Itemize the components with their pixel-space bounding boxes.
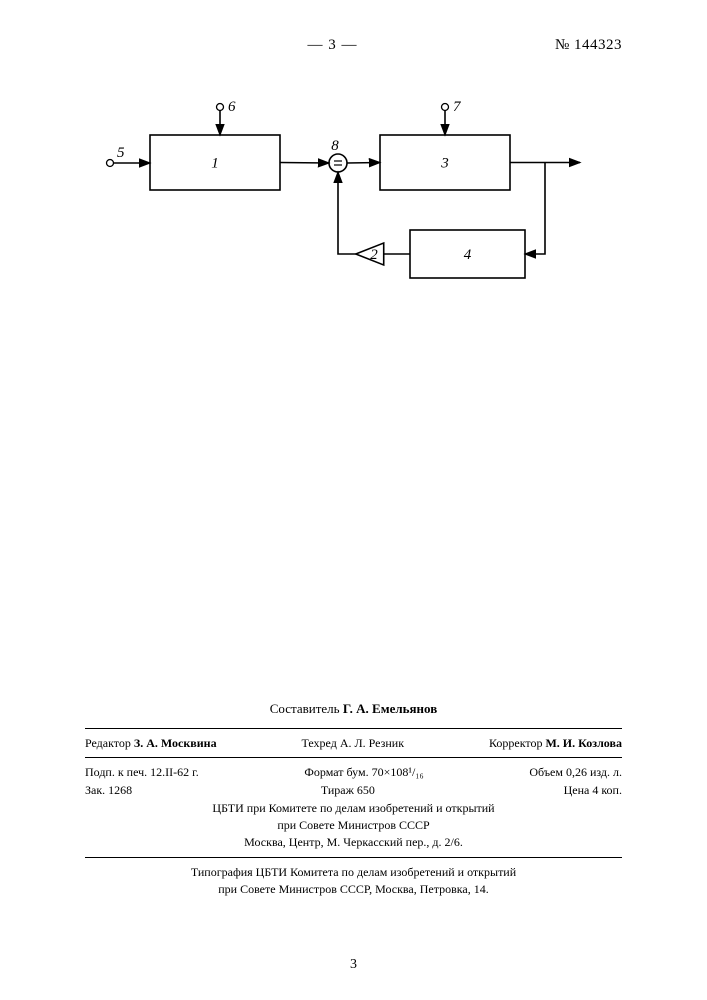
rule-1 [85, 728, 622, 729]
org-line-1: ЦБТИ при Комитете по делам изобретений и… [85, 800, 622, 816]
doc-number: № 144323 [555, 35, 622, 55]
compiler-line: Составитель Г. А. Емельянов [85, 700, 622, 718]
rule-2 [85, 757, 622, 758]
typo-line-1: Типография ЦБТИ Комитета по делам изобре… [85, 864, 622, 880]
corrector: Корректор М. И. Козлова [489, 735, 622, 751]
colophon: Составитель Г. А. Емельянов Редактор З. … [85, 700, 622, 898]
techred-label: Техред [302, 736, 337, 750]
order: Зак. 1268 [85, 782, 132, 798]
org-line-3: Москва, Центр, М. Черкасский пер., д. 2/… [85, 834, 622, 850]
compiler-label: Составитель [270, 701, 340, 716]
edge-tap-b4 [525, 163, 545, 255]
edge-s8-b3 [347, 163, 380, 164]
edge-b1-s8 [280, 163, 329, 164]
footer-page-number: 3 [0, 956, 707, 975]
price: Цена 4 коп. [564, 782, 622, 798]
terminal-label-t7: 7 [453, 99, 462, 115]
amp-label: 2 [370, 247, 378, 263]
summing-label: 8 [331, 138, 339, 154]
terminal-t6 [217, 104, 224, 111]
rule-3 [85, 857, 622, 858]
techred: Техред А. Л. Резник [302, 735, 405, 751]
editor-label: Редактор [85, 736, 131, 750]
specs-row-1: Подп. к печ. 12.II-62 г. Формат бум. 70×… [85, 764, 622, 780]
block-diagram: 1 3 4 8 2 5 6 7 [80, 95, 620, 305]
volume: Объем 0,26 изд. л. [529, 764, 622, 780]
editor: Редактор З. А. Москвина [85, 735, 217, 751]
terminal-label-t6: 6 [228, 99, 236, 115]
edge-a2-s8 [338, 172, 356, 254]
block-label-b3: 3 [440, 156, 449, 172]
page: — 3 — № 144323 1 3 4 8 2 5 6 7 Составитель Г. А… [0, 0, 707, 1000]
specs-row-2: Зак. 1268 Тираж 650 Цена 4 коп. [85, 782, 622, 798]
techred-name: А. Л. Резник [340, 736, 404, 750]
terminal-label-t5: 5 [117, 145, 125, 161]
page-header-center: — 3 — [307, 35, 357, 55]
diagram-svg: 1 3 4 8 2 5 6 7 [80, 95, 620, 305]
summing-node [329, 154, 347, 172]
org-line-2: при Совете Министров СССР [85, 817, 622, 833]
header-row: — 3 — № 144323 [110, 35, 622, 55]
format: Формат бум. 70×108¹/₁₆ [304, 764, 423, 780]
sign-date: Подп. к печ. 12.II-62 г. [85, 764, 199, 780]
credits-row: Редактор З. А. Москвина Техред А. Л. Рез… [85, 735, 622, 751]
editor-name: З. А. Москвина [134, 736, 217, 750]
block-label-b1: 1 [211, 156, 219, 172]
corrector-label: Корректор [489, 736, 543, 750]
tirazh: Тираж 650 [321, 782, 375, 798]
corrector-name: М. И. Козлова [545, 736, 622, 750]
compiler-name: Г. А. Емельянов [343, 701, 437, 716]
typo-line-2: при Совете Министров СССР, Москва, Петро… [85, 881, 622, 897]
block-label-b4: 4 [464, 247, 472, 263]
terminal-t5 [107, 160, 114, 167]
terminal-t7 [442, 104, 449, 111]
